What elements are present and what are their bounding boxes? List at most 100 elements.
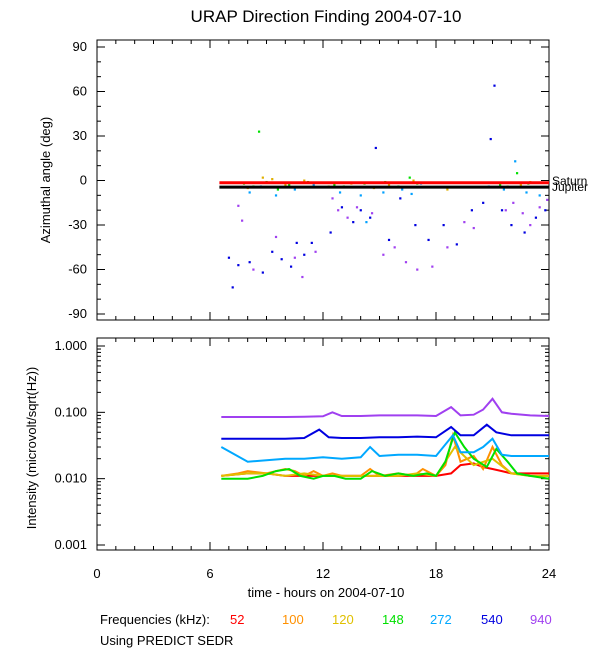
scatter-point-272 bbox=[293, 188, 296, 191]
scatter-point-940 bbox=[512, 201, 515, 204]
top-y-axis-label: Azimuthal angle (deg) bbox=[38, 117, 53, 243]
intensity-line-940 bbox=[221, 397, 550, 418]
scatter-point-540 bbox=[399, 197, 402, 200]
scatter-point-940 bbox=[472, 226, 475, 230]
bottom-y-tick-label: 1.000 bbox=[54, 338, 87, 353]
scatter-point-540 bbox=[231, 286, 234, 289]
scatter-point-540 bbox=[442, 224, 445, 227]
scatter-point-120 bbox=[387, 183, 391, 187]
legend-item-272: 272 bbox=[430, 612, 452, 627]
scatter-point-540 bbox=[534, 216, 538, 219]
scatter-point-272 bbox=[382, 191, 385, 194]
saturn-label: Saturn bbox=[552, 174, 587, 188]
legend-item-148: 148 bbox=[382, 612, 404, 627]
scatter-point-272 bbox=[359, 194, 362, 197]
legend-item-100: 100 bbox=[282, 612, 304, 627]
legend-item-120: 120 bbox=[332, 612, 354, 627]
x-tick-label: 12 bbox=[316, 566, 330, 581]
top-panel-reference-lines bbox=[219, 181, 549, 189]
scatter-point-540 bbox=[544, 209, 547, 212]
scatter-point-940 bbox=[431, 265, 434, 268]
top-y-tick-label: 30 bbox=[73, 128, 87, 143]
scatter-point-940 bbox=[382, 253, 385, 256]
chart-title: URAP Direction Finding 2004-07-10 bbox=[191, 7, 462, 26]
scatter-point-540 bbox=[237, 264, 240, 267]
scatter-point-940 bbox=[237, 204, 240, 207]
scatter-point-540 bbox=[455, 243, 458, 246]
bottom-panel-y-tick-labels: 1.000 0.100 0.010 0.001 bbox=[54, 338, 87, 552]
scatter-point-940 bbox=[370, 212, 374, 215]
top-y-tick-label: 60 bbox=[73, 84, 87, 99]
scatter-point-940 bbox=[463, 221, 466, 224]
top-panel-ticks bbox=[96, 40, 550, 320]
intensity-line-540 bbox=[221, 423, 549, 440]
scatter-point-272 bbox=[312, 183, 315, 187]
scatter-point-540 bbox=[523, 231, 526, 234]
scatter-point-940 bbox=[314, 250, 317, 253]
scatter-point-540 bbox=[489, 137, 492, 141]
top-y-tick-label: 0 bbox=[80, 173, 87, 188]
scatter-point-940 bbox=[546, 198, 549, 201]
scatter-point-120 bbox=[412, 179, 415, 182]
scatter-point-540 bbox=[500, 209, 504, 212]
scatter-point-940 bbox=[293, 256, 296, 259]
scatter-point-272 bbox=[401, 188, 404, 191]
scatter-point-272 bbox=[248, 191, 251, 194]
scatter-point-540 bbox=[280, 258, 283, 261]
scatter-point-148 bbox=[515, 172, 519, 175]
scatter-point-540 bbox=[248, 261, 251, 264]
x-tick-label: 6 bbox=[206, 566, 213, 581]
scatter-point-120 bbox=[446, 188, 449, 191]
scatter-point-940 bbox=[521, 212, 524, 215]
scatter-point-272 bbox=[274, 194, 278, 197]
bottom-panel-frame bbox=[96, 337, 550, 551]
scatter-point-272 bbox=[365, 221, 368, 224]
scatter-point-540 bbox=[493, 84, 496, 87]
x-tick-label: 0 bbox=[93, 566, 100, 581]
scatter-point-540 bbox=[310, 241, 313, 244]
x-tick-label: 24 bbox=[542, 566, 556, 581]
top-y-tick-label: -60 bbox=[68, 262, 87, 277]
scatter-point-540 bbox=[295, 241, 298, 244]
scatter-point-120 bbox=[303, 179, 306, 182]
bottom-y-axis-label: Intensity (microvolt/sqrt(Hz)) bbox=[24, 367, 39, 530]
scatter-point-540 bbox=[329, 231, 332, 234]
scatter-point-540 bbox=[414, 224, 417, 227]
scatter-point-120 bbox=[261, 176, 264, 179]
scatter-point-540 bbox=[369, 216, 372, 219]
scatter-point-148 bbox=[499, 183, 502, 187]
scatter-point-540 bbox=[227, 256, 231, 259]
scatter-point-540 bbox=[340, 206, 344, 209]
scatter-point-940 bbox=[241, 219, 244, 222]
jupiter-label: Jupiter bbox=[552, 180, 588, 194]
scatter-point-272 bbox=[410, 192, 413, 196]
legend-item-540: 540 bbox=[481, 612, 503, 627]
scatter-point-540 bbox=[427, 238, 430, 242]
top-panel-points bbox=[227, 84, 549, 289]
scatter-point-940 bbox=[416, 268, 419, 271]
scatter-point-540 bbox=[470, 209, 473, 212]
intensity-line-272 bbox=[220, 433, 549, 463]
scatter-point-148 bbox=[333, 183, 336, 187]
legend-items: 52 100 120 148 272 540 940 bbox=[230, 612, 552, 627]
legend-label: Frequencies (kHz): bbox=[100, 612, 210, 627]
scatter-point-940 bbox=[301, 275, 304, 279]
scatter-point-540 bbox=[359, 209, 362, 212]
scatter-point-540 bbox=[510, 224, 513, 227]
scatter-point-540 bbox=[352, 221, 355, 224]
scatter-point-272 bbox=[338, 191, 342, 194]
scatter-point-940 bbox=[337, 209, 340, 212]
top-y-tick-label: -90 bbox=[68, 306, 87, 321]
scatter-point-940 bbox=[538, 206, 541, 209]
scatter-point-540 bbox=[261, 271, 264, 274]
scatter-point-940 bbox=[346, 216, 349, 219]
scatter-point-940 bbox=[529, 224, 532, 227]
scatter-point-940 bbox=[404, 261, 408, 264]
top-y-tick-label: -30 bbox=[68, 217, 87, 232]
scatter-point-272 bbox=[502, 188, 505, 191]
scatter-point-540 bbox=[271, 250, 274, 253]
scatter-point-148 bbox=[257, 130, 261, 133]
bottom-y-tick-label: 0.001 bbox=[54, 537, 87, 552]
scatter-point-940 bbox=[331, 197, 334, 200]
